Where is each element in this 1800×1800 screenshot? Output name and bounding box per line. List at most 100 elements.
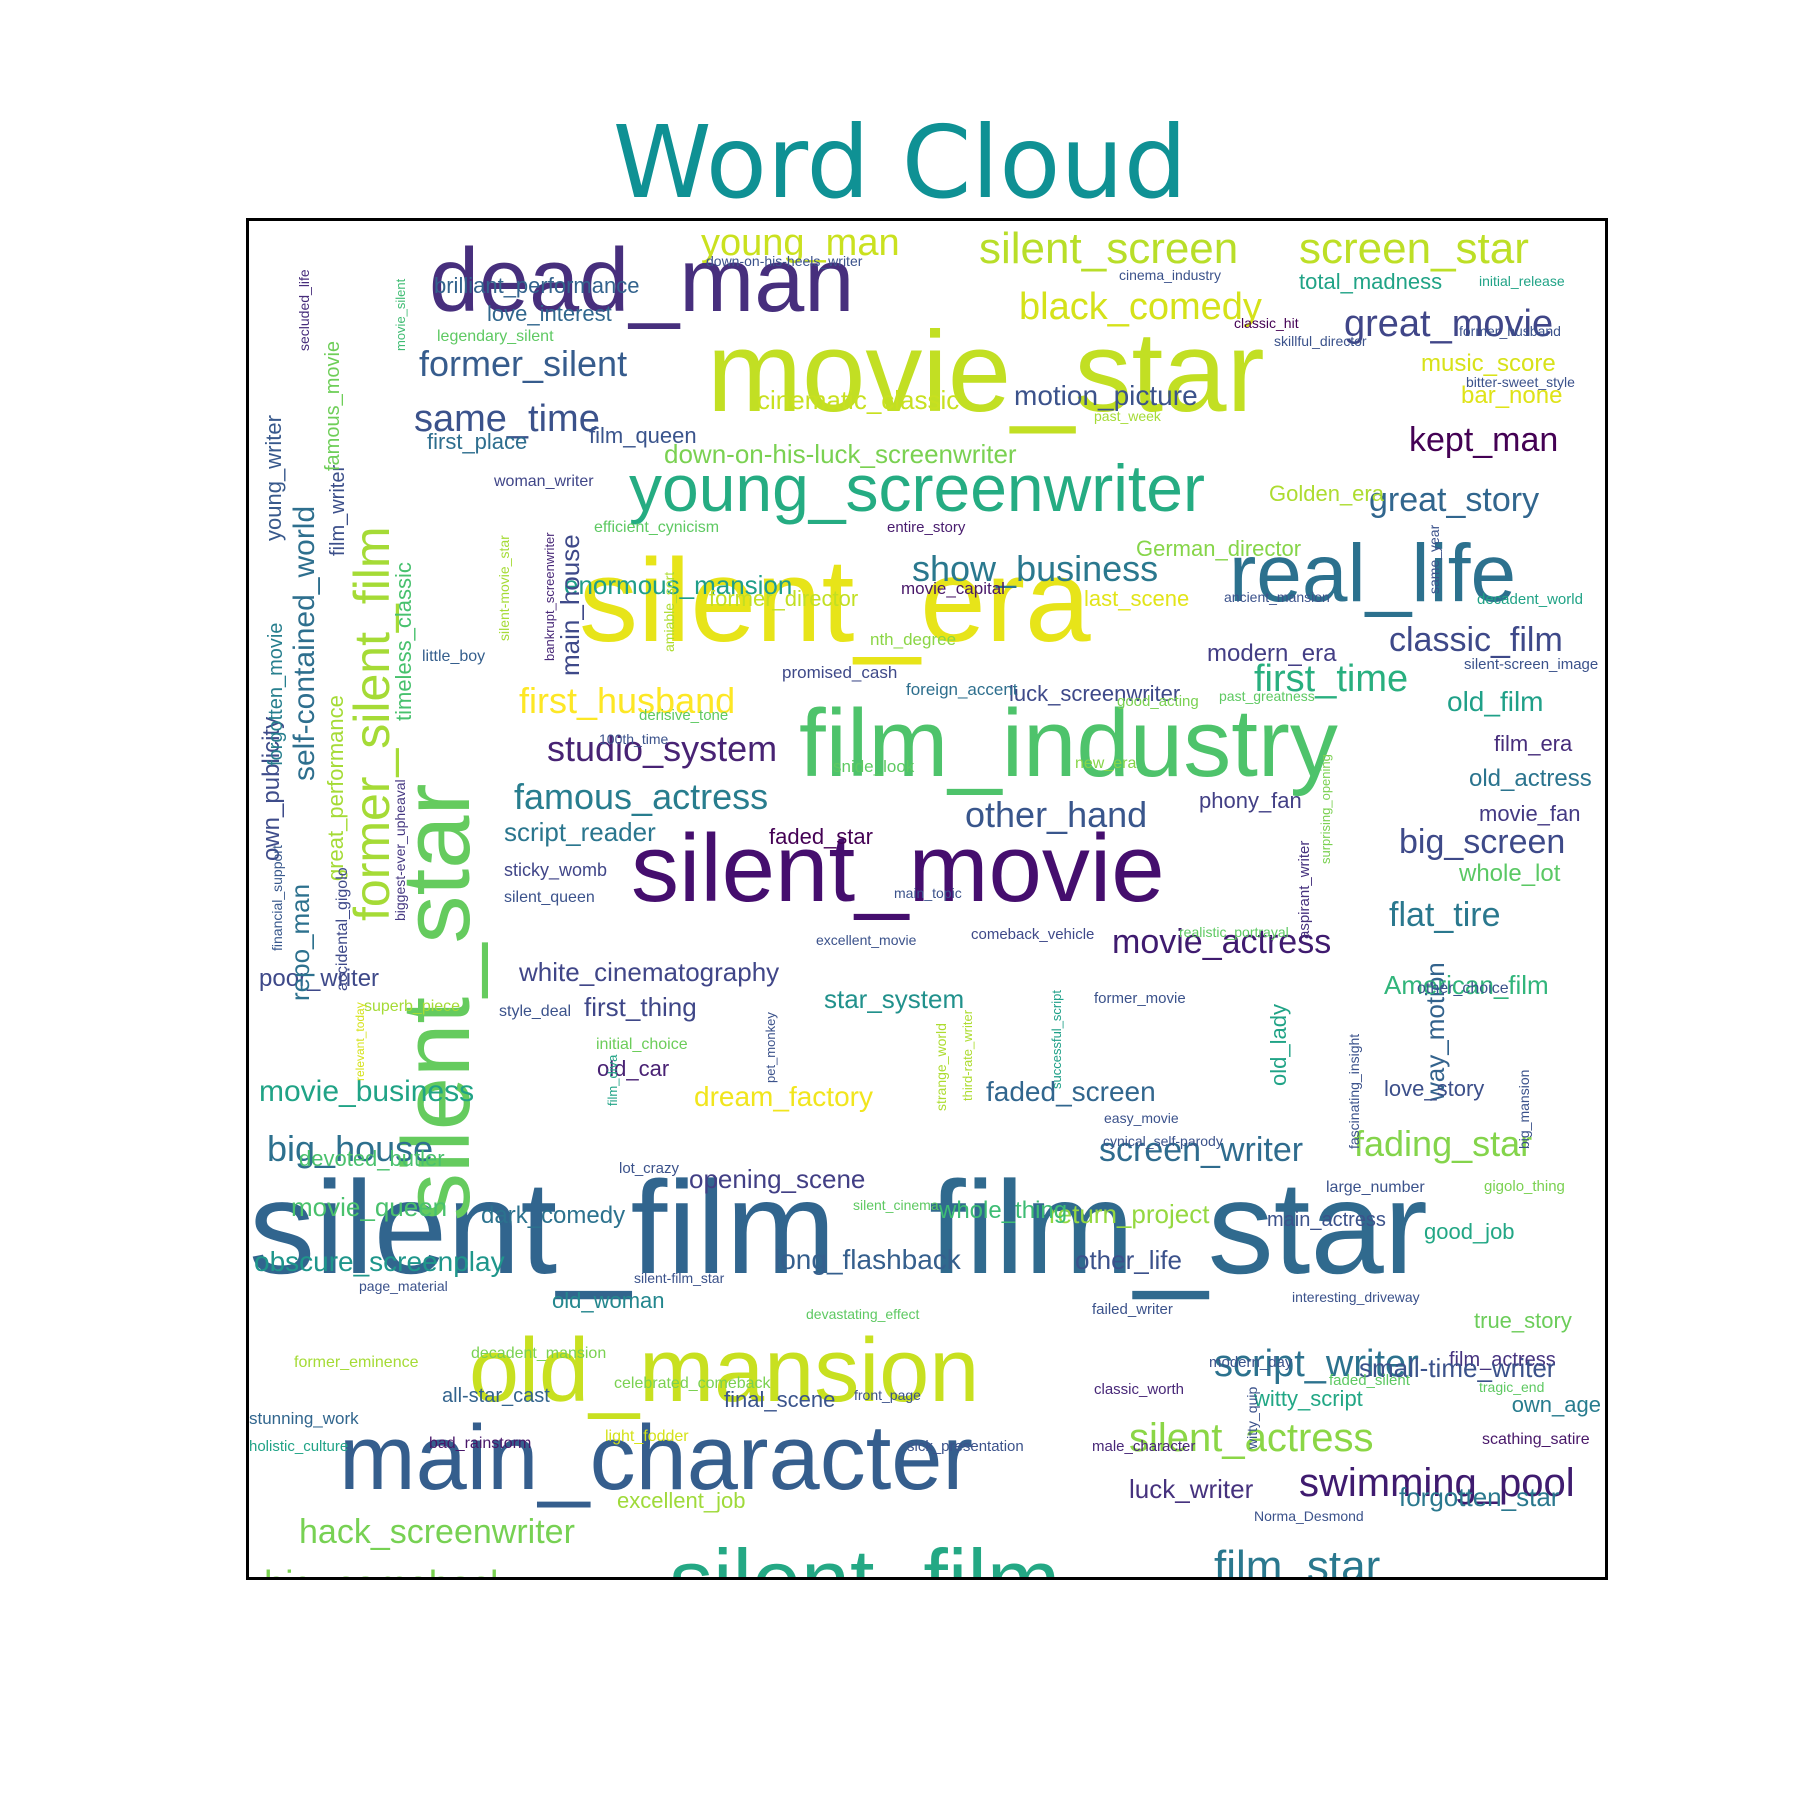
word-interesting-driveway: interesting_driveway — [1292, 1289, 1420, 1305]
word-devastating-effect: devastating_effect — [806, 1306, 919, 1322]
word-bankrupt-screenwriter: bankrupt_screenwriter — [542, 532, 557, 661]
word-modern-era: modern_era — [1207, 640, 1337, 667]
word-biggest-ever-upheaval: biggest-ever_upheaval — [392, 779, 408, 921]
word-last-scene: last_scene — [1084, 586, 1189, 611]
word-male-character: male_character — [1092, 1438, 1195, 1455]
word-silent-screen: silent_screen — [979, 224, 1238, 273]
word-sticky-womb: sticky_womb — [504, 860, 607, 881]
word-bitter-sweet-style: bitter-sweet_style — [1466, 374, 1575, 390]
word-former-eminence: former_eminence — [294, 1354, 419, 1371]
word-front-page: front_page — [854, 1387, 921, 1403]
word-first-time: first_time — [1254, 658, 1408, 700]
word-nth-degree: nth_degree — [870, 630, 956, 649]
word-main-house: main_house — [555, 534, 585, 676]
word-snide-look: snide_look — [833, 757, 915, 776]
word-main-actress: main_actress — [1267, 1209, 1386, 1231]
word-american-film: American_film — [1384, 970, 1549, 1000]
word-sick-presentation: sick_presentation — [907, 1438, 1024, 1455]
word-lot-crazy: lot_crazy — [619, 1160, 680, 1177]
word-film-era: film_era — [1494, 731, 1573, 756]
word-modern-day: modern_day — [1209, 1354, 1293, 1371]
word-accidental-gigolo: accidental_gigolo — [334, 867, 351, 991]
word-excellent-job: excellent_job — [617, 1488, 745, 1513]
word-show-business: show_business — [912, 548, 1158, 589]
word-enormous-mansion: enormous_mansion — [564, 570, 792, 600]
word-easy-movie: easy_movie — [1104, 1110, 1179, 1126]
word-old-actress: old_actress — [1469, 765, 1592, 792]
word-same-time: same_time — [414, 398, 600, 440]
word-new-era: new_era — [1075, 755, 1136, 772]
word-obscure-screenplay: obscure_screenplay — [254, 1246, 505, 1277]
word-100th-time: 100th_time — [599, 731, 668, 747]
word-film-actress: film_actress — [1449, 1349, 1556, 1371]
word-skillful-director: skillful_director — [1274, 333, 1367, 349]
word-repo-man: repo_man — [285, 884, 315, 1001]
word-gigolo-thing: gigolo_thing — [1484, 1178, 1565, 1195]
word-little-boy: little_boy — [422, 648, 485, 665]
word-excellent-movie: excellent_movie — [816, 932, 917, 948]
word-past-greatness: past_greatness — [1219, 688, 1315, 704]
word-music-score: music_score — [1421, 350, 1556, 377]
word-former-silent: former_silent — [419, 343, 627, 384]
word-way-motion: way_motion — [1420, 962, 1450, 1102]
word-own-age: own_age — [1512, 1392, 1601, 1417]
word-tragic-end: tragic_end — [1479, 1379, 1544, 1395]
word-forgotten-star: forgotten_star — [1399, 1482, 1560, 1512]
word-entire-story: entire_story — [887, 519, 966, 536]
word-other-choice: other_choice — [1417, 980, 1509, 997]
word-cloud-frame: silent_film film_star silent_movie movie_st… — [246, 218, 1608, 1580]
word-famous-actress: famous_actress — [514, 776, 768, 817]
word-classic-hit: classic_hit — [1234, 315, 1299, 331]
word-third-rate-writer: third-rate_writer — [960, 1009, 975, 1101]
word-silent-cinema: silent_cinema — [853, 1197, 939, 1213]
word-young-writer: young_writer — [261, 415, 286, 541]
word-main-topic: main_topic — [894, 885, 962, 901]
word-old-woman: old_woman — [552, 1288, 665, 1313]
word-luck-writer: luck_writer — [1129, 1474, 1254, 1504]
word-cinematic-classic: cinematic_classic — [757, 385, 959, 415]
word-motion-picture: motion_picture — [1014, 380, 1198, 411]
word-celebrated-comeback: celebrated_comeback — [614, 1375, 772, 1392]
word-first-husband: first_husband — [519, 680, 735, 721]
word-initial-choice: initial_choice — [596, 1036, 688, 1053]
word-opening-scene: opening_scene — [689, 1164, 865, 1194]
word-film-industry: film_industry — [799, 690, 1338, 797]
word-former-movie: former_movie — [1094, 990, 1186, 1007]
word-forgotten-movie: forgotten_movie — [265, 623, 287, 766]
word-faded-screen: faded_screen — [986, 1076, 1156, 1107]
word-main-character: main_character — [339, 1407, 973, 1509]
word-down-on-his-luck-screenwriter: down-on-his-luck_screenwriter — [664, 439, 1017, 469]
word-kept-man: kept_man — [1409, 421, 1558, 459]
word-movie-actress: movie_actress — [1112, 923, 1331, 961]
word-big-house: big_house — [267, 1128, 433, 1169]
word-witty-script: witty_script — [1253, 1386, 1363, 1411]
word-woman-writer: woman_writer — [493, 473, 594, 490]
word-classic-worth: classic_worth — [1094, 1381, 1184, 1398]
word-bar-none: bar_none — [1461, 382, 1562, 409]
word-first-place: first_place — [427, 429, 527, 454]
word-faded-silent: faded_silent — [1329, 1372, 1411, 1389]
word-foreign-accent: foreign_accent — [906, 680, 1018, 699]
word-classic-film: classic_film — [1389, 621, 1563, 659]
word-big-comeback: big_comeback — [264, 1564, 510, 1577]
word-former-silent-film: former_silent_film — [344, 526, 400, 921]
word-whole-thing: whole_thing — [938, 1197, 1067, 1224]
word-silent-queen: silent_queen — [504, 889, 595, 906]
word-whole-lot: whole_lot — [1458, 860, 1561, 887]
word-own-publicity: own_publicity — [258, 717, 285, 861]
word-script-reader: script_reader — [504, 817, 656, 847]
word-style-deal: style_deal — [499, 1003, 571, 1020]
word-film-star: film_star — [929, 1154, 1428, 1301]
word-long-flashback: long_flashback — [774, 1244, 962, 1275]
word-amiable-sort: amiable_sort — [661, 572, 677, 652]
word-old-film: old_film — [1447, 686, 1543, 717]
word-down-on-his-heels-writer: down-on-his-heels_writer — [706, 253, 863, 269]
word-silent-movie: silent_movie — [631, 815, 1165, 922]
word-efficient-cynicism: efficient_cynicism — [594, 519, 719, 536]
word-german-director: German_director — [1136, 536, 1301, 561]
word-old-mansion: old_mansion — [469, 1321, 979, 1421]
word-financial-support: financial_support — [269, 845, 285, 951]
word-all-star-cast: all-star_cast — [442, 1385, 550, 1407]
word-movie-capital: movie_capital — [901, 579, 1005, 598]
word-witty-quip: witty_quip — [1244, 1387, 1260, 1450]
